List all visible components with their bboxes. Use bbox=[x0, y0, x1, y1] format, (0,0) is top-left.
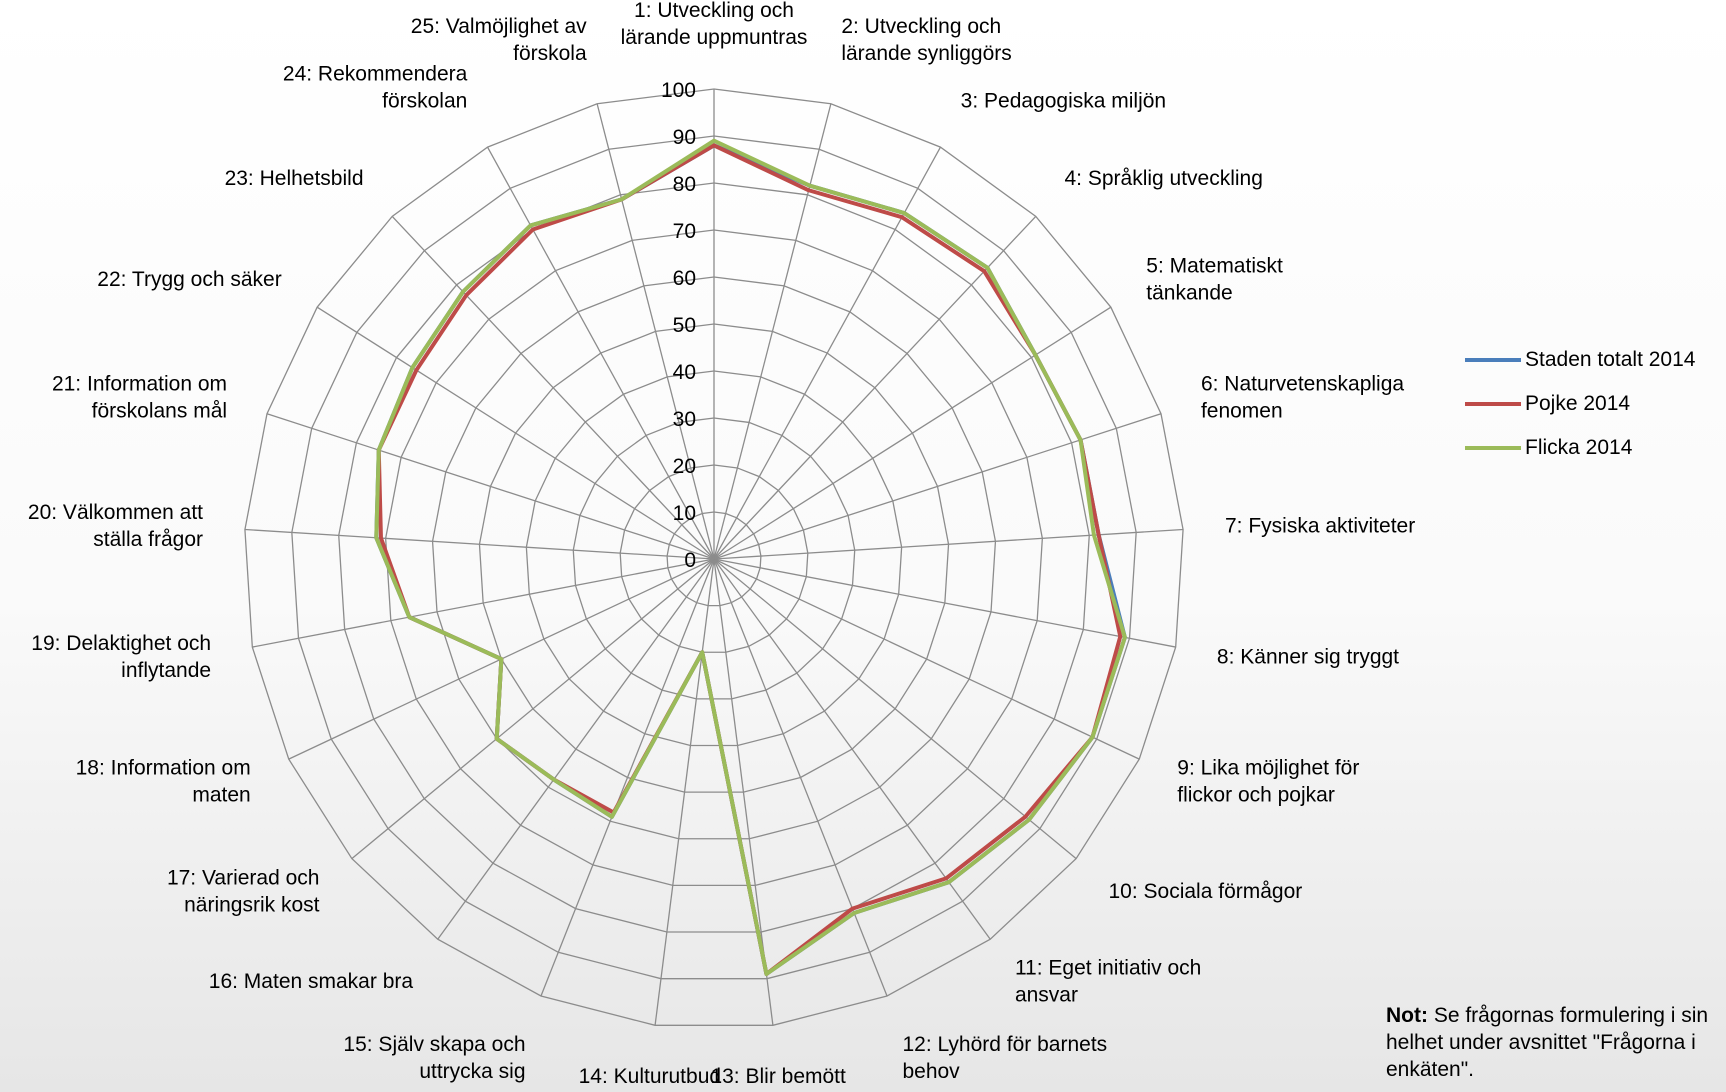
series-line-3 bbox=[374, 138, 1127, 977]
category-label-12: 12: Lyhörd för barnets behov bbox=[902, 1033, 1107, 1083]
grid-ring-50 bbox=[478, 323, 950, 793]
category-label-16: 16: Maten smakar bra bbox=[209, 970, 414, 993]
legend-swatch-staden bbox=[1465, 358, 1521, 362]
spoke-7 bbox=[713, 528, 1184, 560]
tick-label-30: 30 bbox=[673, 408, 696, 431]
spoke-25 bbox=[596, 103, 715, 560]
legend-label-pojke: Pojke 2014 bbox=[1525, 392, 1631, 415]
tick-label-50: 50 bbox=[673, 314, 696, 337]
category-label-11: 11: Eget initiativ och ansvar bbox=[1015, 956, 1201, 1006]
tick-label-0: 0 bbox=[684, 549, 696, 572]
spoke-10 bbox=[713, 558, 1077, 860]
category-label-6: 6: Naturvetenskapliga fenomen bbox=[1201, 373, 1404, 423]
note-text: Se frågornas formulering i sin helhet un… bbox=[1386, 1004, 1709, 1081]
legend-item-pojke: Pojke 2014 bbox=[1465, 382, 1695, 426]
chart-note: Not: Se frågornas formulering i sin helh… bbox=[1386, 1002, 1726, 1083]
spoke-15 bbox=[540, 558, 715, 997]
legend-label-staden: Staden totalt 2014 bbox=[1525, 348, 1696, 371]
category-label-21: 21: Information om förskolans mål bbox=[52, 373, 227, 423]
note-label: Not: bbox=[1386, 1004, 1428, 1027]
radial-tick-labels: 0 10 20 30 40 50 60 70 80 90 100 bbox=[661, 79, 696, 572]
category-label-23: 23: Helhetsbild bbox=[225, 167, 364, 190]
legend-swatch-pojke bbox=[1465, 402, 1521, 406]
category-label-17: 17: Varierad och näringsrik kost bbox=[167, 867, 320, 917]
spoke-8 bbox=[713, 558, 1176, 648]
category-label-7: 7: Fysiska aktiviteter bbox=[1225, 515, 1415, 538]
category-label-22: 22: Trygg och säker bbox=[97, 268, 281, 291]
spoke-16 bbox=[437, 558, 715, 940]
spoke-21 bbox=[266, 413, 715, 560]
category-label-18: 18: Information om maten bbox=[76, 756, 251, 806]
category-labels: 1: Utveckling och lärande uppmuntras 2: Ut… bbox=[28, 0, 1415, 1092]
category-label-4: 4: Språklig utveckling bbox=[1064, 167, 1262, 190]
grid-ring-60 bbox=[431, 276, 997, 840]
spoke-11 bbox=[713, 558, 991, 940]
category-label-10: 10: Sociala förmågor bbox=[1109, 880, 1303, 903]
category-label-1: 1: Utveckling och lärande uppmuntras bbox=[621, 0, 808, 49]
legend-item-staden: Staden totalt 2014 bbox=[1465, 338, 1695, 382]
grid-ring-20 bbox=[619, 464, 809, 653]
category-label-14: 14: Kulturutbud bbox=[579, 1065, 721, 1088]
grid-ring-100 bbox=[244, 88, 1184, 1026]
spoke-20 bbox=[244, 528, 715, 560]
spoke-4 bbox=[713, 215, 1037, 560]
tick-label-80: 80 bbox=[673, 173, 696, 196]
tick-label-70: 70 bbox=[673, 220, 696, 243]
tick-label-60: 60 bbox=[673, 267, 696, 290]
spoke-9 bbox=[713, 558, 1140, 760]
spoke-5 bbox=[713, 306, 1112, 560]
data-series bbox=[374, 138, 1127, 977]
spoke-2 bbox=[713, 103, 832, 560]
grid-ring-40 bbox=[525, 370, 903, 747]
category-label-15: 15: Själv skapa och uttrycka sig bbox=[343, 1033, 525, 1083]
spoke-19 bbox=[252, 558, 715, 648]
category-label-9: 9: Lika möjlighet för flickor och pojkar bbox=[1177, 756, 1359, 806]
category-label-3: 3: Pedagogiska miljön bbox=[961, 89, 1166, 112]
spoke-12 bbox=[713, 558, 888, 997]
spoke-23 bbox=[391, 215, 715, 560]
tick-label-40: 40 bbox=[673, 361, 696, 384]
legend: Staden totalt 2014 Pojke 2014 Flicka 201… bbox=[1465, 338, 1695, 470]
tick-label-90: 90 bbox=[673, 126, 696, 149]
grid-ring-10 bbox=[666, 511, 762, 607]
category-label-25: 25: Valmöjlighet av förskola bbox=[411, 15, 587, 65]
spoke-24 bbox=[487, 146, 715, 560]
grid-ring-30 bbox=[572, 417, 856, 700]
tick-label-10: 10 bbox=[673, 502, 696, 525]
category-label-5: 5: Matematiskt tänkande bbox=[1146, 254, 1283, 304]
category-label-20: 20: Välkommen att ställa frågor bbox=[28, 501, 203, 551]
category-label-19: 19: Delaktighet och inflytande bbox=[31, 632, 211, 682]
spoke-22 bbox=[316, 306, 715, 560]
spoke-14 bbox=[654, 558, 715, 1026]
grid-ring-70 bbox=[384, 229, 1044, 887]
spoke-17 bbox=[351, 558, 715, 860]
tick-label-100: 100 bbox=[661, 79, 696, 102]
category-label-13: 13: Blir bemöttrespektfullt bbox=[710, 1065, 846, 1092]
grid-ring-80 bbox=[338, 182, 1090, 933]
series-line-2 bbox=[376, 143, 1123, 977]
legend-label-flicka: Flicka 2014 bbox=[1525, 436, 1633, 459]
category-label-2: 2: Utveckling och lärande synliggörs bbox=[841, 15, 1011, 65]
legend-item-flicka: Flicka 2014 bbox=[1465, 426, 1695, 470]
spoke-6 bbox=[713, 413, 1162, 560]
category-label-8: 8: Känner sig tryggt bbox=[1217, 645, 1399, 668]
tick-label-20: 20 bbox=[673, 455, 696, 478]
grid-ring-90 bbox=[291, 135, 1137, 980]
legend-swatch-flicka bbox=[1465, 446, 1521, 450]
category-label-24: 24: Rekommendera förskolan bbox=[283, 62, 468, 112]
